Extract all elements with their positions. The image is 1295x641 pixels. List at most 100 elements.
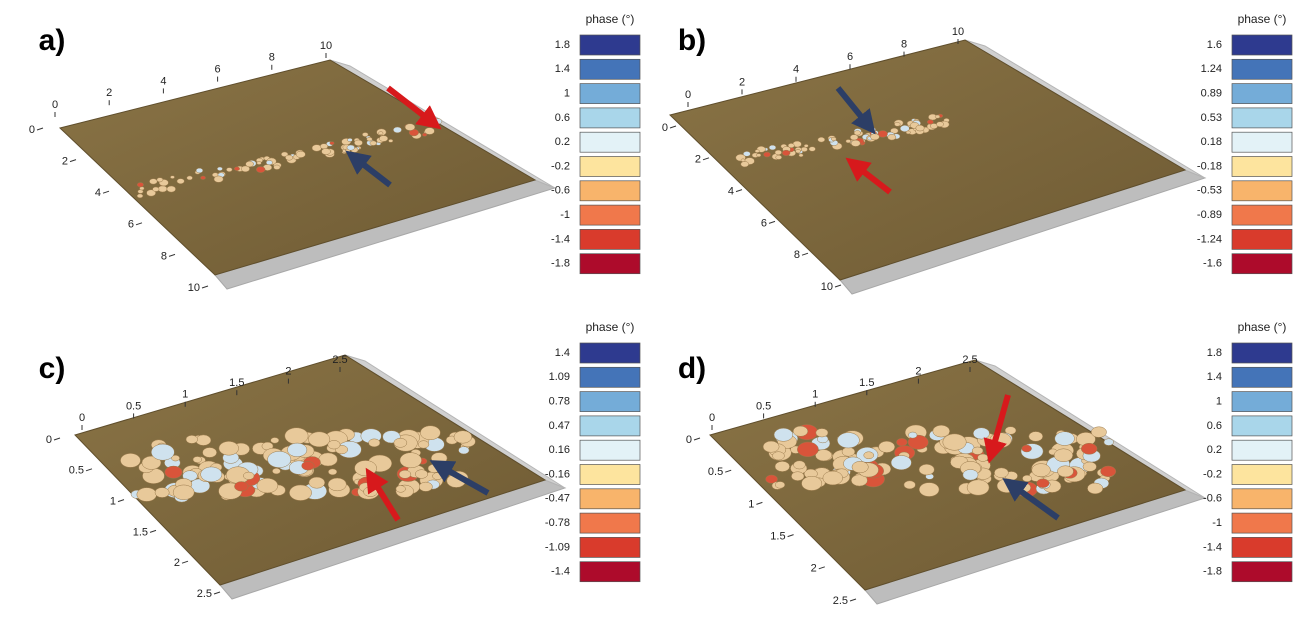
legend-swatch (1232, 440, 1292, 460)
legend-label: -1 (1212, 517, 1222, 529)
y-tick-label: 2 (695, 154, 701, 166)
surface-feature (794, 461, 806, 469)
surface-feature (347, 145, 355, 150)
y-tick (182, 561, 188, 563)
surface-feature (308, 432, 329, 447)
legend-label: -0.6 (1203, 493, 1222, 505)
legend-label: 0.47 (549, 420, 570, 432)
surface-feature (369, 439, 380, 447)
legend-swatch (1232, 367, 1292, 387)
legend-swatch (580, 537, 640, 557)
y-tick-label: 2.5 (197, 588, 212, 600)
surface-feature (454, 431, 472, 444)
surface-feature (1032, 464, 1051, 477)
surface-feature (769, 145, 776, 150)
legend-label: 0.53 (1201, 112, 1222, 124)
surface-feature (846, 140, 851, 143)
surface-feature (1087, 483, 1102, 494)
y-tick-label: 2 (174, 557, 180, 569)
surface-feature (389, 139, 393, 142)
x-tick-label: 10 (320, 40, 332, 52)
surface-feature (319, 453, 338, 466)
surface-feature (933, 425, 950, 437)
surface-feature (287, 443, 306, 457)
surface-feature (120, 453, 140, 467)
surface-feature (818, 137, 825, 142)
legend-swatch (580, 254, 640, 274)
x-tick-label: 4 (793, 64, 799, 76)
legend-swatch (1232, 343, 1292, 363)
surface-feature (1091, 427, 1106, 438)
surface-feature (330, 142, 334, 145)
legend-swatch (580, 440, 640, 460)
legend-label: -1.24 (1197, 233, 1222, 245)
legend-label: 1.8 (555, 39, 570, 51)
legend-label: -1.4 (551, 233, 570, 245)
surface-feature (864, 452, 874, 459)
legend-label: 1.8 (1207, 347, 1222, 359)
surface-feature (852, 461, 868, 472)
surface-feature (394, 438, 407, 447)
surface-feature (1104, 439, 1114, 446)
surface-feature (963, 469, 978, 480)
surface-feature (370, 141, 377, 146)
legend-label: -0.6 (551, 185, 570, 197)
surface-feature (165, 466, 183, 478)
surface-feature (967, 480, 989, 495)
surface-feature (904, 481, 916, 489)
y-tick-label: 10 (821, 281, 833, 293)
surface-feature (328, 469, 337, 475)
surface-feature (137, 183, 143, 187)
x-tick-label: 1 (182, 389, 188, 401)
surface-feature (428, 464, 440, 472)
surface-feature (888, 134, 896, 140)
surface-feature (217, 167, 222, 171)
surface-feature (1083, 462, 1097, 471)
legend-swatch (580, 562, 640, 582)
panel-label: a) (39, 24, 66, 57)
legend-title: phase (°) (1238, 12, 1287, 26)
surface-feature (891, 456, 911, 470)
surface-feature (396, 486, 406, 493)
legend-swatch (1232, 513, 1292, 533)
y-tick-label: 0.5 (708, 466, 723, 478)
surface-feature (362, 133, 368, 137)
surface-feature (774, 428, 793, 441)
x-tick-label: 2.5 (332, 354, 347, 366)
surface-feature (796, 149, 801, 153)
legend-swatch (580, 343, 640, 363)
legend-title: phase (°) (586, 320, 635, 334)
legend-label: 0.6 (555, 112, 570, 124)
x-tick-label: 8 (901, 39, 907, 51)
surface-feature (367, 137, 372, 141)
surface-feature (173, 485, 194, 500)
surface-feature (791, 472, 804, 481)
legend-swatch (580, 108, 640, 128)
legend-swatch (1232, 59, 1292, 79)
surface-feature (257, 162, 261, 165)
legend-swatch (1232, 562, 1292, 582)
surface-feature (193, 456, 202, 462)
legend-swatch (1232, 465, 1292, 485)
surface-feature (203, 448, 217, 458)
y-tick (37, 128, 43, 130)
surface-feature (201, 467, 222, 482)
surface-feature (842, 447, 855, 456)
surface-feature (425, 128, 435, 135)
surface-feature (271, 437, 279, 443)
surface-feature (272, 468, 280, 474)
surface-feature (302, 461, 315, 470)
x-tick-label: 0 (685, 89, 691, 101)
legend-swatch (1232, 537, 1292, 557)
panel-label: b) (678, 24, 706, 57)
surface-feature (241, 166, 249, 172)
surface-feature (782, 150, 790, 156)
surface-feature (775, 482, 785, 489)
legend-swatch (1232, 84, 1292, 104)
y-tick-label: 6 (761, 217, 767, 229)
surface-feature (187, 176, 193, 180)
surface-feature (879, 441, 895, 452)
y-tick (118, 500, 124, 502)
x-tick-label: 2 (915, 366, 921, 378)
y-tick (819, 567, 825, 569)
